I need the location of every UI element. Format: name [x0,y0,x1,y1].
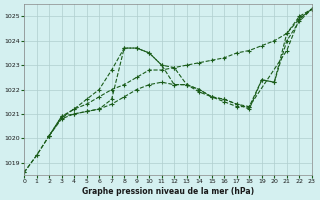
X-axis label: Graphe pression niveau de la mer (hPa): Graphe pression niveau de la mer (hPa) [82,187,254,196]
